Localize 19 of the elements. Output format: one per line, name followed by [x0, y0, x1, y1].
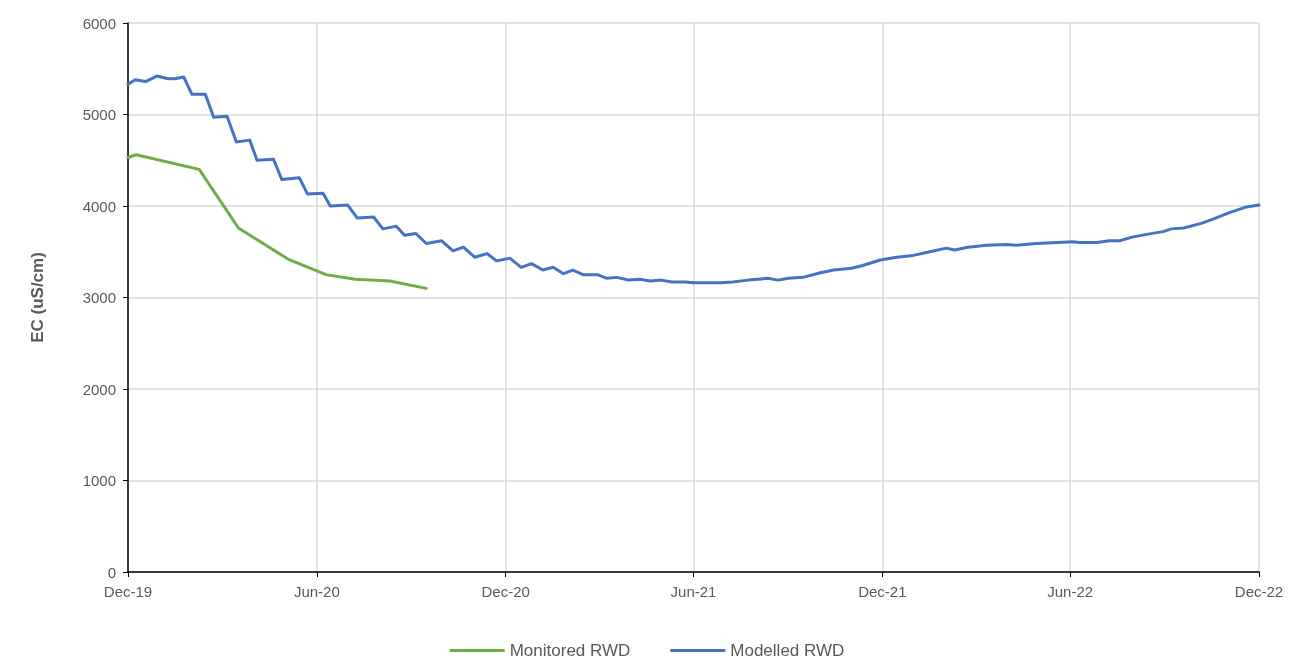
x-tick-label: Dec-20 [481, 583, 530, 600]
y-tick-label: 5000 [82, 106, 116, 123]
line-series [126, 153, 428, 290]
y-tick-label: 6000 [82, 14, 116, 32]
y-tick-label: 0 [107, 563, 116, 581]
line-series [126, 74, 1261, 285]
y-tick-label: 1000 [82, 472, 116, 489]
x-tick-label: Dec-21 [858, 583, 907, 600]
y-tick-label: 4000 [82, 197, 116, 215]
y-axis-title: EC (uS/cm) [28, 252, 47, 343]
y-tick-label: 2000 [82, 380, 116, 398]
y-tick-label: 3000 [82, 289, 116, 306]
x-tick-label: Dec-22 [1234, 583, 1284, 600]
x-tick-label: Jun-20 [293, 583, 340, 600]
legend-label: Modelled RWD [730, 641, 845, 660]
x-tick-label: Jun-21 [670, 583, 717, 600]
legend-label: Monitored RWD [509, 641, 631, 660]
x-tick-label: Jun-22 [1047, 583, 1094, 600]
x-tick-label: Dec-19 [103, 583, 153, 600]
